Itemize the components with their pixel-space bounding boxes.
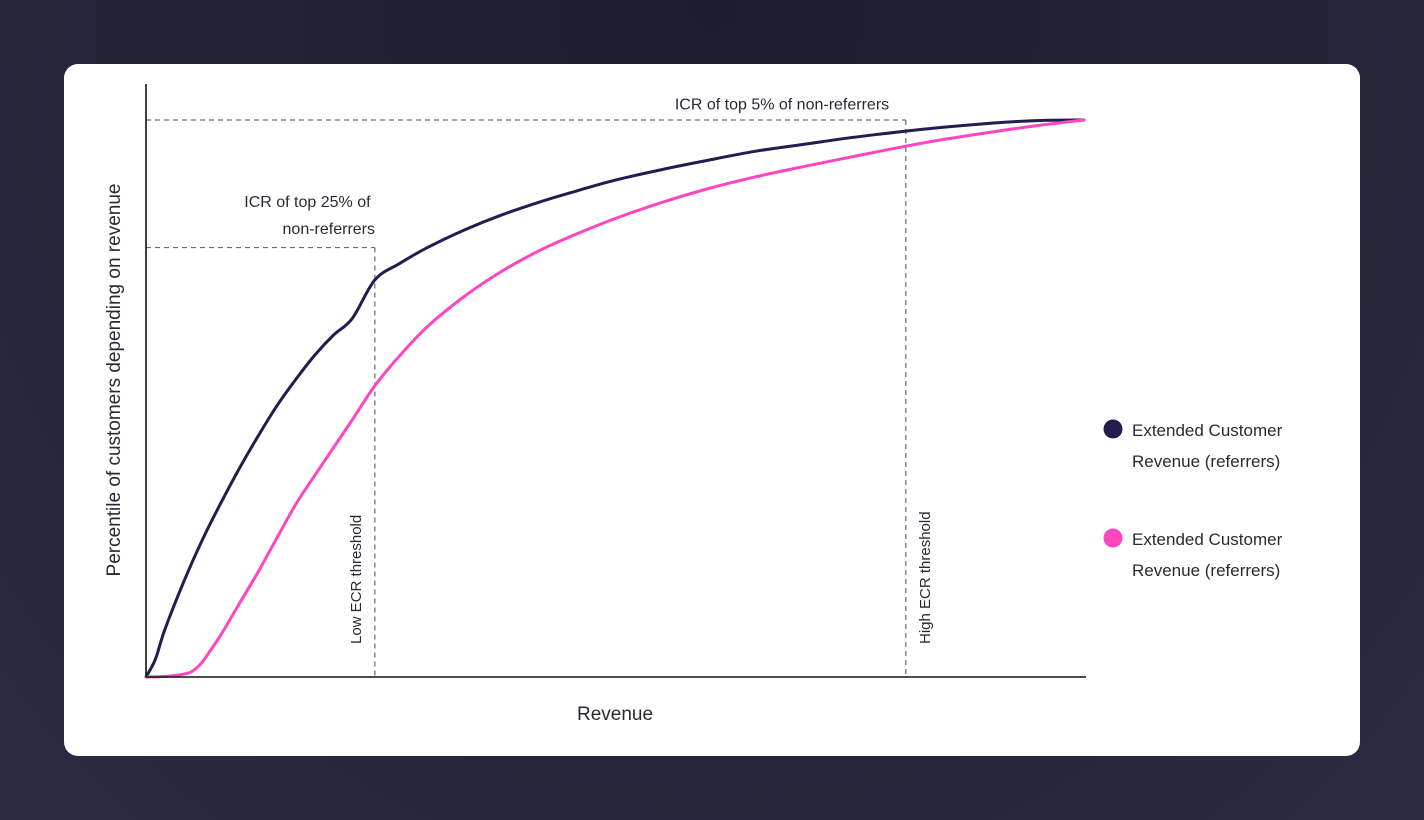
axes xyxy=(145,84,1086,678)
chart: ICR of top 5% of non-referrers ICR of to… xyxy=(104,84,1287,726)
series-group xyxy=(144,118,1086,679)
legend-label-pink-line-2: Revenue (referrers) xyxy=(1132,561,1280,580)
chart-card: ICR of top 5% of non-referrers ICR of to… xyxy=(64,64,1360,756)
legend-swatch-pink xyxy=(1103,528,1123,548)
y-axis-title: Percentile of customers depending on rev… xyxy=(104,184,125,577)
legend-item-dark: Extended Customer Revenue (referrers) xyxy=(1103,419,1287,471)
legend-label-pink: Extended Customer Revenue (referrers) xyxy=(1132,530,1287,580)
labels: ICR of top 5% of non-referrers ICR of to… xyxy=(104,97,934,726)
high-ecr-threshold-label: High ECR threshold xyxy=(917,511,934,644)
series-line-dark xyxy=(144,118,1086,679)
legend-label-dark: Extended Customer Revenue (referrers) xyxy=(1132,421,1287,471)
legend-label-dark-line-1: Extended Customer xyxy=(1132,421,1283,440)
legend-item-pink: Extended Customer Revenue (referrers) xyxy=(1103,528,1287,580)
reference-lines xyxy=(146,119,907,677)
top-icr-label: ICR of top 5% of non-referrers xyxy=(675,97,889,114)
mid-icr-label-line-1: ICR of top 25% of xyxy=(244,194,371,211)
x-axis-title: Revenue xyxy=(577,704,653,725)
low-ecr-threshold-label: Low ECR threshold xyxy=(348,515,365,644)
mid-icr-label-line-2: non-referrers xyxy=(283,221,375,238)
legend-label-pink-line-1: Extended Customer xyxy=(1132,530,1283,549)
mid-icr-label: ICR of top 25% of non-referrers xyxy=(244,194,375,238)
legend-label-dark-line-2: Revenue (referrers) xyxy=(1132,452,1280,471)
legend-swatch-dark xyxy=(1103,419,1123,439)
series-line-pink xyxy=(144,118,1086,679)
legend: Extended Customer Revenue (referrers) Ex… xyxy=(1103,419,1287,580)
